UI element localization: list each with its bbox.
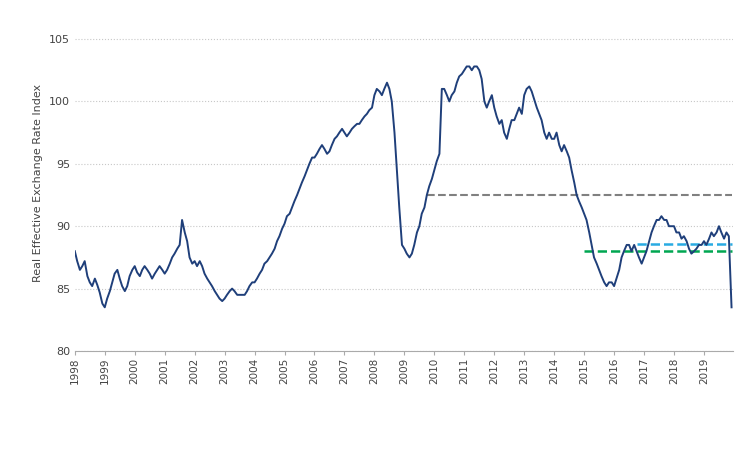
Y-axis label: Real Effective Exchange Rate Index: Real Effective Exchange Rate Index	[34, 83, 43, 282]
